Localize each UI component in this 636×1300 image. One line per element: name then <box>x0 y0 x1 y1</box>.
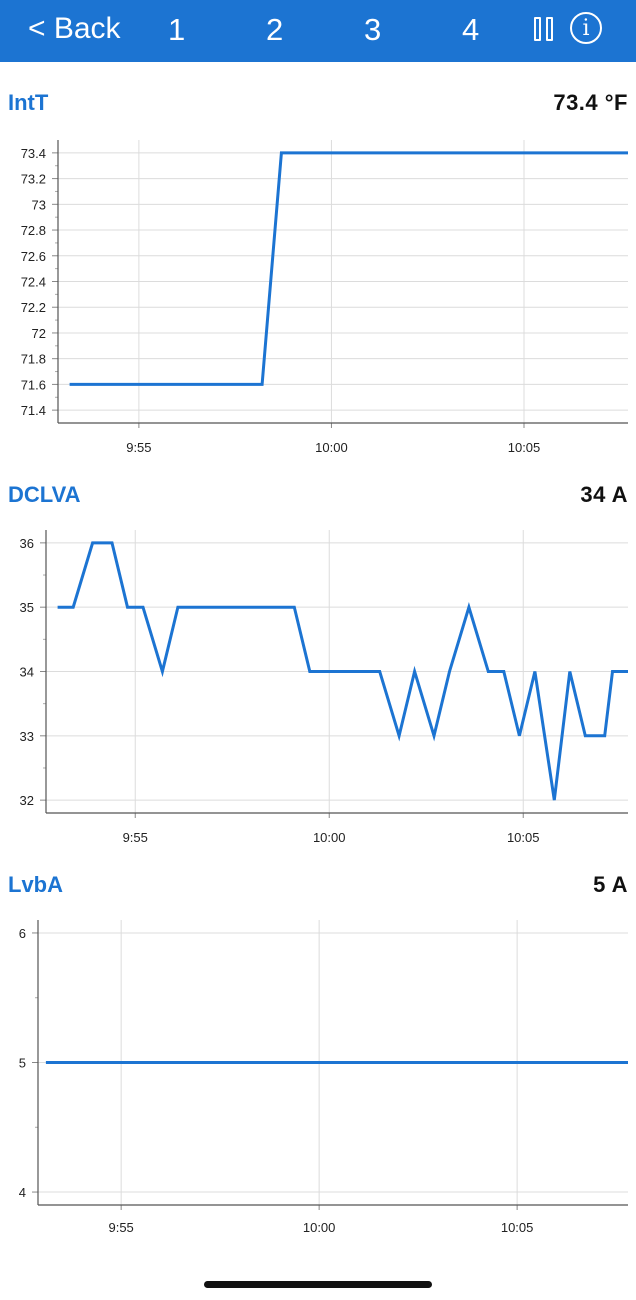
y-tick-label: 35 <box>20 600 34 615</box>
x-tick-label: 9:55 <box>108 1220 133 1235</box>
x-tick-label: 10:05 <box>507 830 540 845</box>
page-tab-2[interactable]: 2 <box>266 12 284 47</box>
y-tick-label: 34 <box>20 665 34 680</box>
chart-value-lvba: 5 A <box>593 872 628 897</box>
chart-value-intt: 73.4 °F <box>553 90 628 115</box>
chart-title-lvba: LvbA <box>8 872 63 897</box>
top-nav-bar: < Back 1 2 3 4 i <box>0 0 636 62</box>
y-tick-label: 72 <box>32 326 46 341</box>
page-tab-3[interactable]: 3 <box>364 12 382 47</box>
page-tab-4[interactable]: 4 <box>462 12 480 47</box>
x-tick-label: 9:55 <box>123 830 148 845</box>
y-tick-label: 72.4 <box>21 275 46 290</box>
back-button[interactable]: < Back <box>28 12 121 45</box>
x-tick-label: 9:55 <box>126 440 151 455</box>
y-tick-label: 71.4 <box>21 403 46 418</box>
x-tick-label: 10:05 <box>501 1220 534 1235</box>
x-tick-label: 10:05 <box>508 440 541 455</box>
home-indicator <box>204 1281 432 1288</box>
x-tick-label: 10:00 <box>313 830 346 845</box>
y-tick-label: 32 <box>20 793 34 808</box>
y-tick-label: 6 <box>19 926 26 941</box>
x-tick-label: 10:00 <box>315 440 348 455</box>
chart-intt: 71.4 71.6 71.8 72 72.2 72.4 72.6 72.8 73 73.2 73.4… <box>21 140 628 455</box>
y-tick-label: 72.6 <box>21 249 46 264</box>
chart-value-dclva: 34 A <box>580 482 628 507</box>
y-tick-label: 71.6 <box>21 377 46 392</box>
y-tick-label: 73.4 <box>21 146 46 161</box>
y-tick-label: 4 <box>19 1185 26 1200</box>
y-tick-label: 36 <box>20 536 34 551</box>
y-tick-label: 72.2 <box>21 300 46 315</box>
pause-icon[interactable] <box>534 17 556 43</box>
info-icon[interactable]: i <box>570 12 602 44</box>
chart-dclva: 32 33 34 35 36 9:55 10:00 10:05 <box>20 530 628 845</box>
chart-title-dclva: DCLVA <box>8 482 81 507</box>
series-line <box>57 541 628 801</box>
x-tick-label: 10:00 <box>303 1220 336 1235</box>
y-tick-label: 72.8 <box>21 223 46 238</box>
page-tab-1[interactable]: 1 <box>168 12 186 47</box>
chart-lvba: 4 5 6 9:55 10:00 10:05 <box>19 920 628 1235</box>
y-tick-label: 71.8 <box>21 352 46 367</box>
chart-title-intt: IntT <box>8 90 49 115</box>
y-tick-label: 73 <box>32 197 46 212</box>
y-tick-label: 33 <box>20 729 34 744</box>
series-line <box>69 151 628 386</box>
y-tick-label: 73.2 <box>21 172 46 187</box>
y-tick-label: 5 <box>19 1056 26 1071</box>
